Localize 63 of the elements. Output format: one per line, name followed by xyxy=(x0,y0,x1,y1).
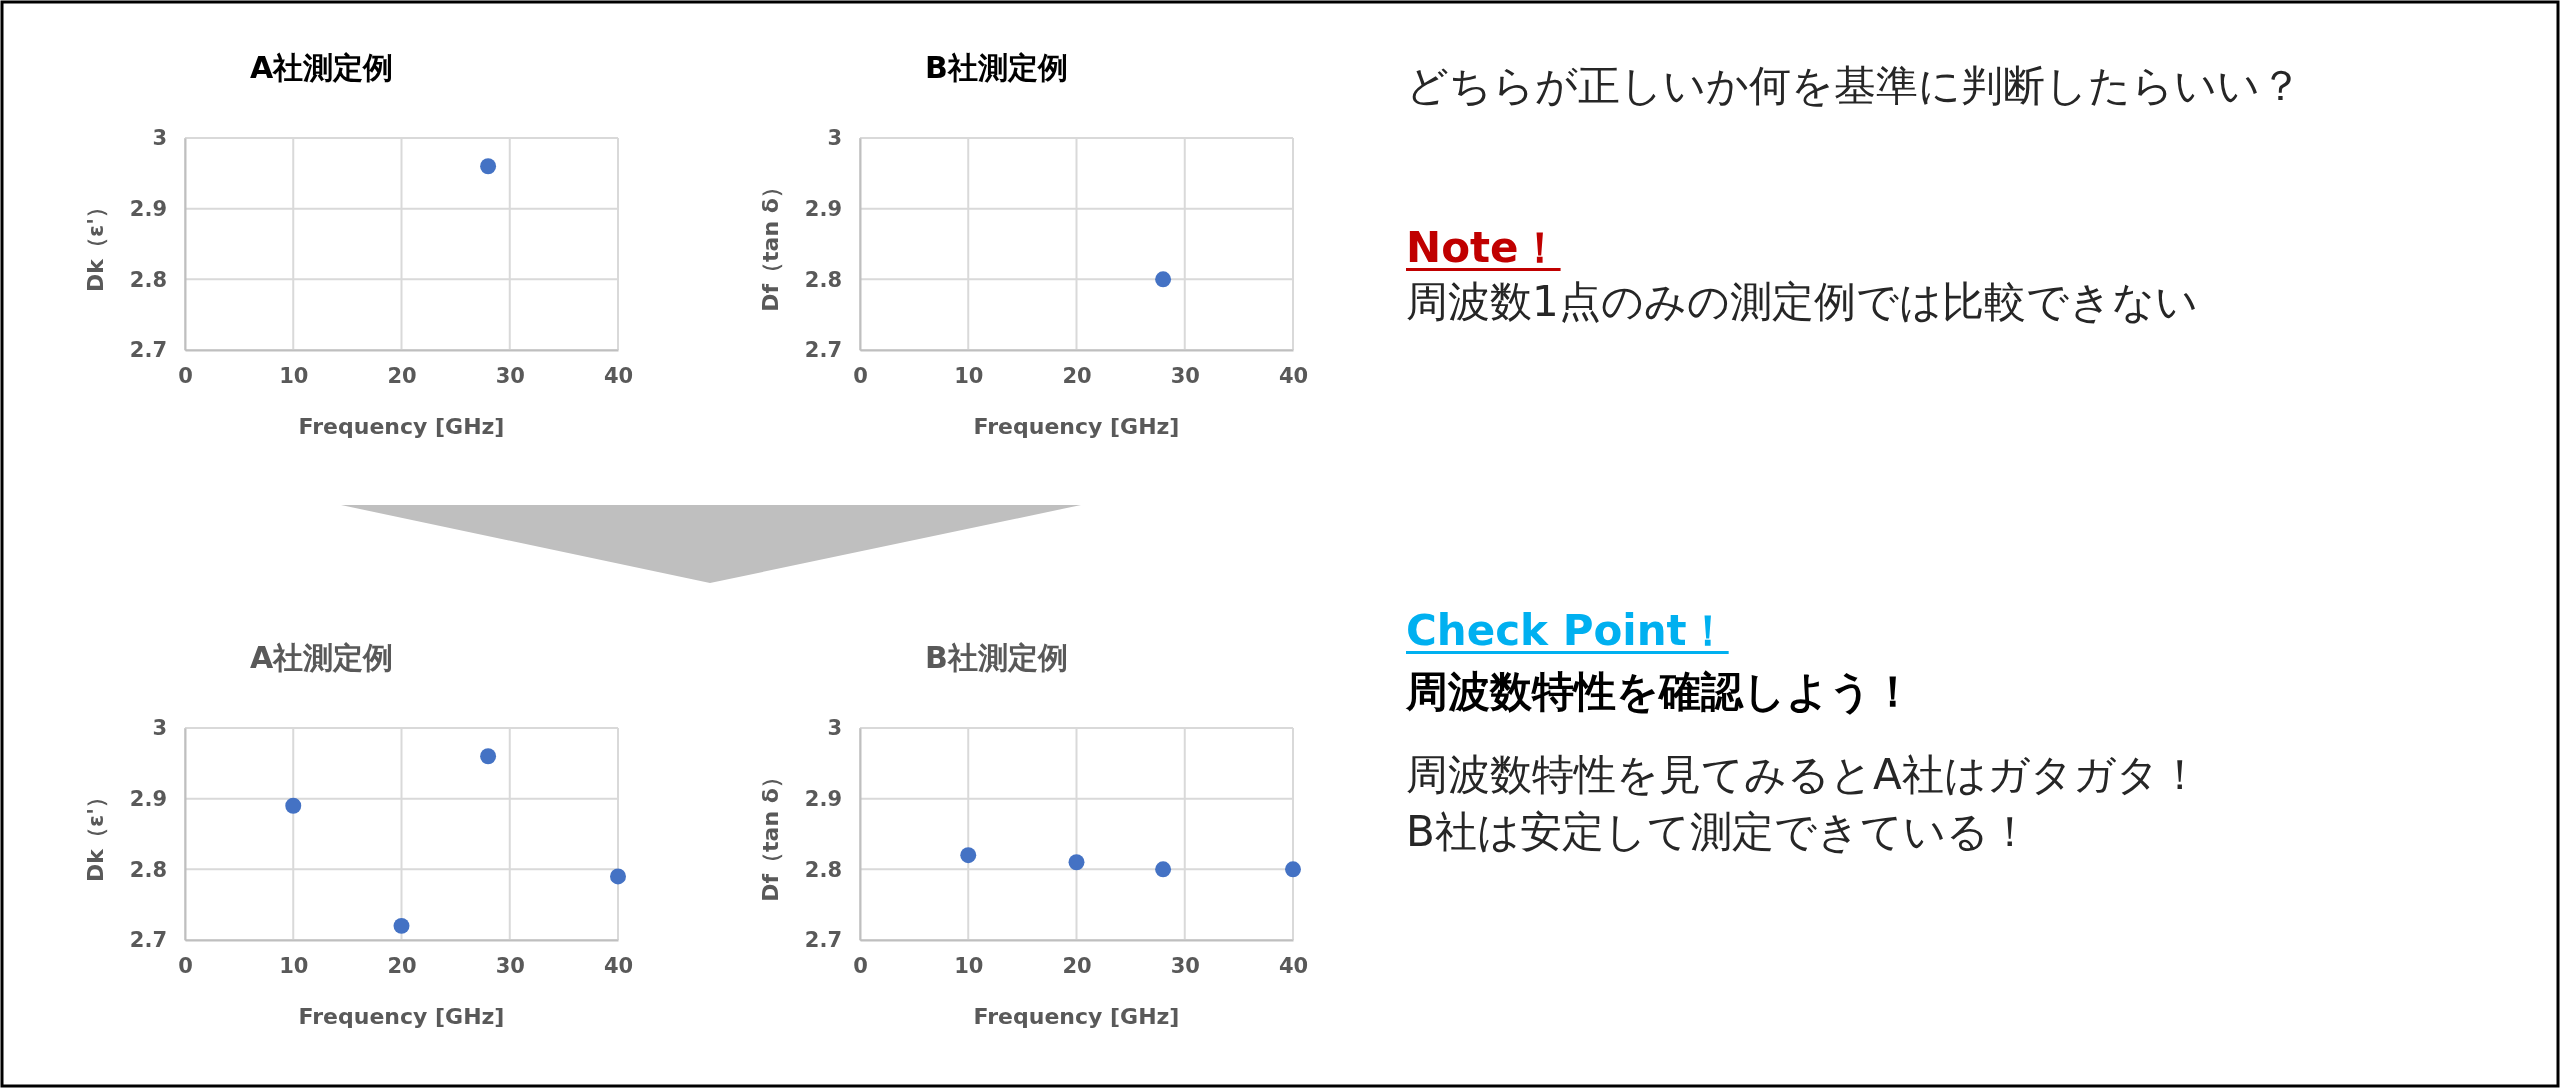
x-tick-label: 20 xyxy=(387,953,417,978)
text: Check Point！ xyxy=(1406,606,1729,655)
text: 周波数特性を見てみるとA社はガタガタ！ xyxy=(1406,750,2201,799)
x-tick-label: 30 xyxy=(495,363,525,388)
x-tick-label: 30 xyxy=(495,953,525,978)
chart-title: B社測定例 xyxy=(925,640,1068,675)
x-tick-label: 30 xyxy=(1170,953,1200,978)
x-tick-label: 10 xyxy=(279,953,309,978)
x-tick-label: 10 xyxy=(279,363,309,388)
point xyxy=(610,868,626,885)
y-tick-label: 2.9 xyxy=(804,786,842,811)
point xyxy=(1155,861,1172,878)
y-tick-label: 2.8 xyxy=(804,267,842,292)
text: Note！ xyxy=(1406,223,1561,272)
x-axis-title: Frequency [GHz] xyxy=(973,414,1180,439)
y-tick-label: 2.9 xyxy=(129,786,167,811)
point xyxy=(285,797,302,814)
text: 周波数特性を確認しよう！ xyxy=(1405,667,1914,716)
x-tick-label: 0 xyxy=(178,953,193,978)
text: 周波数1点のみの測定例では比較できない xyxy=(1406,277,2198,326)
x-tick-label: 20 xyxy=(1062,363,1092,388)
point xyxy=(393,917,410,934)
y-tick-label: 2.9 xyxy=(804,196,842,221)
point xyxy=(480,748,497,765)
x-tick-label: 0 xyxy=(853,363,868,388)
point xyxy=(1285,861,1301,878)
x-tick-label: 0 xyxy=(853,953,868,978)
x-tick-label: 0 xyxy=(178,363,193,388)
x-tick-label: 40 xyxy=(603,953,634,978)
x-tick-label: 20 xyxy=(387,363,417,388)
x-tick-label: 10 xyxy=(954,363,984,388)
text: どちらが正しいか何を基準に判断したらいい？ xyxy=(1406,61,2302,110)
x-tick-label: 30 xyxy=(1170,363,1200,388)
y-tick-label: 3 xyxy=(152,126,167,151)
chart-title: A社測定例 xyxy=(249,640,394,675)
y-tick-label: 2.9 xyxy=(129,196,167,221)
y-axis-title: Dk（ε'） xyxy=(83,786,108,882)
y-tick-label: 2.7 xyxy=(804,928,842,953)
y-tick-label: 3 xyxy=(152,716,167,741)
x-tick-label: 40 xyxy=(1278,953,1309,978)
y-axis-title: Dk（ε'） xyxy=(83,196,108,292)
x-axis-title: Frequency [GHz] xyxy=(973,1004,1180,1029)
chart-title: A社測定例 xyxy=(249,50,394,85)
y-tick-label: 2.7 xyxy=(129,928,167,953)
x-axis-title: Frequency [GHz] xyxy=(298,1004,505,1029)
x-tick-label: 20 xyxy=(1062,953,1092,978)
y-tick-label: 3 xyxy=(827,716,842,741)
y-tick-label: 3 xyxy=(827,126,842,151)
x-tick-label: 40 xyxy=(603,363,634,388)
y-tick-label: 2.8 xyxy=(129,857,167,882)
y-tick-label: 2.7 xyxy=(129,338,167,363)
x-tick-label: 10 xyxy=(954,953,984,978)
y-axis-title: Df（tan δ） xyxy=(758,766,783,902)
point xyxy=(1068,854,1085,871)
y-tick-label: 2.8 xyxy=(129,267,167,292)
x-axis-title: Frequency [GHz] xyxy=(298,414,505,439)
chart-title: B社測定例 xyxy=(925,50,1068,85)
text: B社は安定して測定できている！ xyxy=(1406,807,2031,856)
x-tick-label: 40 xyxy=(1278,363,1309,388)
y-tick-label: 2.7 xyxy=(804,338,842,363)
y-axis-title: Df（tan δ） xyxy=(758,176,783,312)
point xyxy=(960,847,977,864)
y-tick-label: 2.8 xyxy=(804,857,842,882)
